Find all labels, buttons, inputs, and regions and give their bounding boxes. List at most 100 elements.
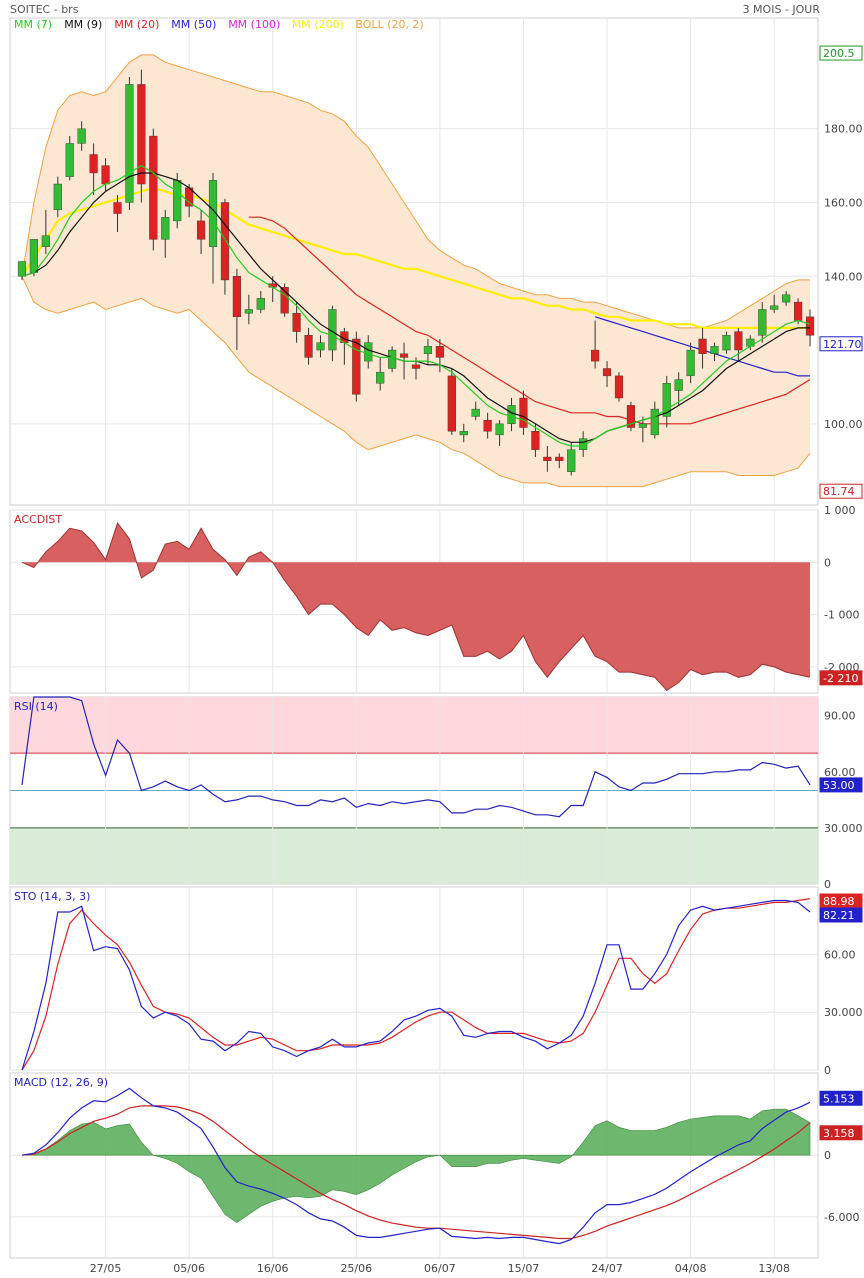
legend-item: MM (100) [228,18,280,31]
candle-body [65,143,74,177]
candle-body [805,316,815,336]
candle-body [41,235,50,247]
legend-item: MM (200) [292,18,344,31]
candle-body [471,408,480,417]
chart-symbol: SOITEC - brs [10,3,79,16]
macd-line [21,1087,811,1245]
candle-body [137,84,146,185]
x-tick-label: 16/06 [257,1262,289,1275]
price-badge-box [819,483,863,499]
price-badge-label: 200.5 [823,47,855,60]
candle-body [734,331,743,351]
sto-title: STO (14, 3, 3) [14,890,90,903]
rsi-ytick-label: 90.00 [824,710,856,723]
chart-period: 3 MOIS - JOUR [742,3,820,16]
legend-item: BOLL (20, 2) [355,18,423,31]
candle-body [173,180,182,222]
candle-body [770,305,779,310]
candle-body [101,165,110,185]
price-badge-label: 81.74 [823,485,855,498]
candle-body [53,183,62,211]
sto-panel-frame [9,886,819,1071]
candle-body [316,342,325,351]
candle-body [399,353,409,358]
x-tick-label: 27/05 [90,1262,122,1275]
candle-body [626,405,636,428]
bollinger-lower-line [21,276,811,488]
candle-body [435,346,444,358]
candle-body [543,456,552,461]
accdist-ytick-label: 1 000 [824,504,856,517]
bollinger-band-fill [22,54,810,487]
candle-body [125,84,134,203]
candle-body [196,220,206,240]
candle-body [376,371,385,384]
candle-body [555,456,564,461]
macd-badge-box [819,1090,863,1106]
sto-ytick-label: 0 [824,1064,831,1077]
candle-body [531,431,540,450]
candle-body [447,375,456,432]
accdist-ytick-label: -1 000 [824,609,859,622]
candle-body [77,128,86,144]
price-badge-label: 121.70 [823,338,862,351]
x-tick-label: 06/07 [424,1262,456,1275]
sto-k-badge-box [819,907,863,923]
rsi-badge-box [819,777,863,793]
candle-body [232,276,241,318]
macd-signal-badge-box [819,1125,863,1141]
price-ytick-label: 140.00 [824,270,863,283]
macd-histogram [21,1108,811,1223]
candle-body [29,239,38,273]
macd-ytick-label: 0 [824,1149,831,1162]
macd-panel-frame [9,1072,819,1259]
candle-body [304,335,313,358]
sto-k-line [21,899,811,1071]
sto-k-badge-label: 82.21 [823,909,855,922]
candle-body [423,346,433,354]
candle-body [782,294,791,303]
price-panel-frame [9,17,819,506]
candle-body [507,405,516,425]
sto-ytick-label: 60.00 [824,948,856,961]
candle-body [591,349,600,362]
rsi-title: RSI (14) [14,700,58,713]
candle-body [483,419,492,432]
candle-body [149,135,158,240]
candle-body [352,338,361,395]
accdist-title: ACCDIST [14,513,62,526]
candle-body [614,375,624,399]
x-tick-label: 24/07 [591,1262,623,1275]
candle-body [794,301,803,321]
candle-body [364,342,373,362]
candle-body [602,368,612,377]
accdist-area [22,523,810,691]
candle-body [650,408,659,436]
rsi-line [21,696,811,818]
candle-body [674,379,683,391]
price-ytick-label: 100.00 [824,418,863,431]
x-tick-label: 15/07 [508,1262,540,1275]
mm7-line [21,164,811,447]
x-tick-label: 04/08 [675,1262,707,1275]
candle-body [686,349,695,377]
candle-body [638,423,647,428]
accdist-ytick-label: 0 [824,556,831,569]
candle-body [161,217,170,240]
x-tick-label: 05/06 [173,1262,205,1275]
rsi-oversold-zone [10,827,818,884]
candle-body [89,154,98,174]
macd-title: MACD (12, 26, 9) [14,1076,108,1089]
candle-body [411,364,421,369]
candle-body [698,338,707,354]
price-ytick-label: 180.00 [824,123,863,136]
accdist-badge-box [819,670,863,686]
sto-ytick-label: 30.000 [824,1006,863,1019]
candle-body [388,349,397,369]
candle-body [495,423,504,436]
accdist-line [21,522,811,692]
candle-body [17,261,27,277]
candle-body [722,335,731,351]
candle-body [567,449,576,472]
rsi-ytick-label: 30.000 [824,822,863,835]
